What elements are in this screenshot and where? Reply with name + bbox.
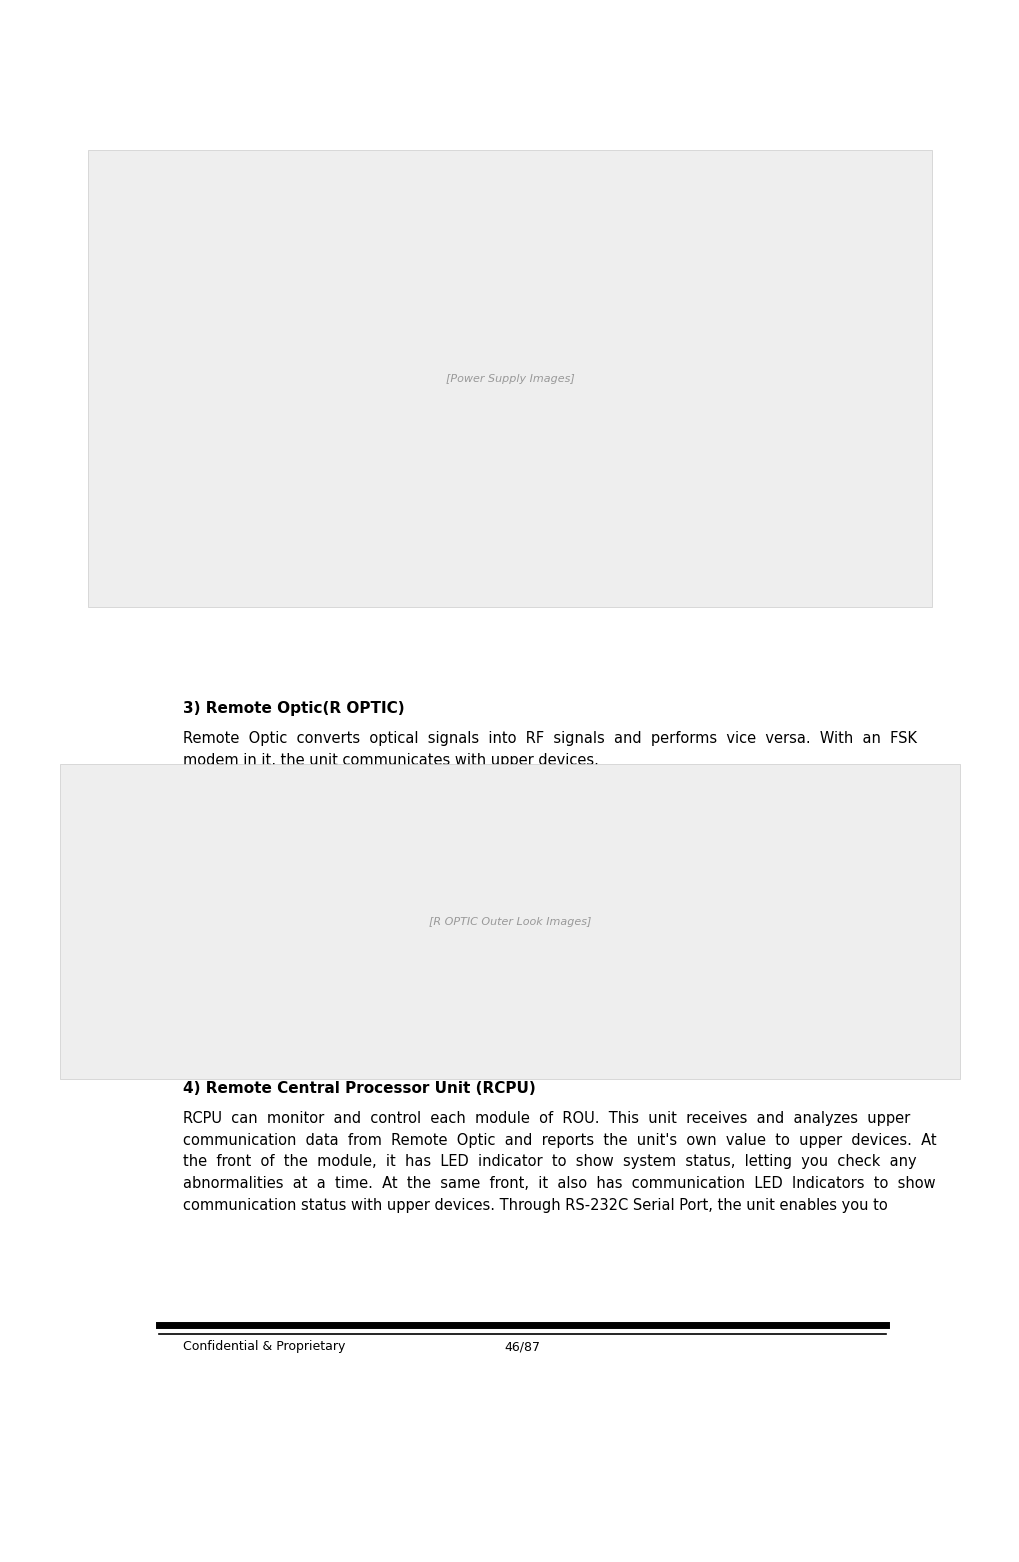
Text: RCPU  can  monitor  and  control  each  module  of  ROU.  This  unit  receives  : RCPU can monitor and control each module… — [182, 1111, 909, 1126]
Text: SOLiD: SOLiD — [135, 194, 196, 212]
Text: 3) Remote Optic(R OPTIC): 3) Remote Optic(R OPTIC) — [182, 701, 405, 715]
Text: 4) Remote Central Processor Unit (RCPU): 4) Remote Central Processor Unit (RCPU) — [182, 1081, 535, 1097]
Text: TECHNOLOGIES: TECHNOLOGIES — [138, 228, 192, 233]
Text: It also has internal ATT for optical compensation to compensate for optical cabl: It also has internal ATT for optical com… — [182, 781, 859, 797]
Text: [R OPTIC Outer Look Images]: [R OPTIC Outer Look Images] — [428, 917, 591, 926]
Text: communication status with upper devices. Through RS-232C Serial Port, the unit e: communication status with upper devices.… — [182, 1198, 887, 1212]
Text: Figure  4.28  –  R OPTIC Outer Look: Figure 4.28 – R OPTIC Outer Look — [377, 1045, 667, 1061]
Text: abnormalities  at  a  time.  At  the  same  front,  it  also  has  communication: abnormalities at a time. At the same fro… — [182, 1176, 934, 1192]
FancyBboxPatch shape — [127, 180, 203, 242]
Text: [Power Supply Images]: [Power Supply Images] — [445, 373, 574, 384]
Text: communication  data  from  Remote  Optic  and  reports  the  unit's  own  value : communication data from Remote Optic and… — [182, 1132, 935, 1148]
Text: 46/87: 46/87 — [504, 1340, 540, 1353]
Text: Confidential & Proprietary: Confidential & Proprietary — [182, 1340, 344, 1353]
Text: modem in it, the unit communicates with upper devices.: modem in it, the unit communicates with … — [182, 753, 598, 769]
Text: the  front  of  the  module,  it  has  LED  indicator  to  show  system  status,: the front of the module, it has LED indi… — [182, 1154, 915, 1170]
Text: Remote  Optic  converts  optical  signals  into  RF  signals  and  performs  vic: Remote Optic converts optical signals in… — [182, 731, 916, 747]
